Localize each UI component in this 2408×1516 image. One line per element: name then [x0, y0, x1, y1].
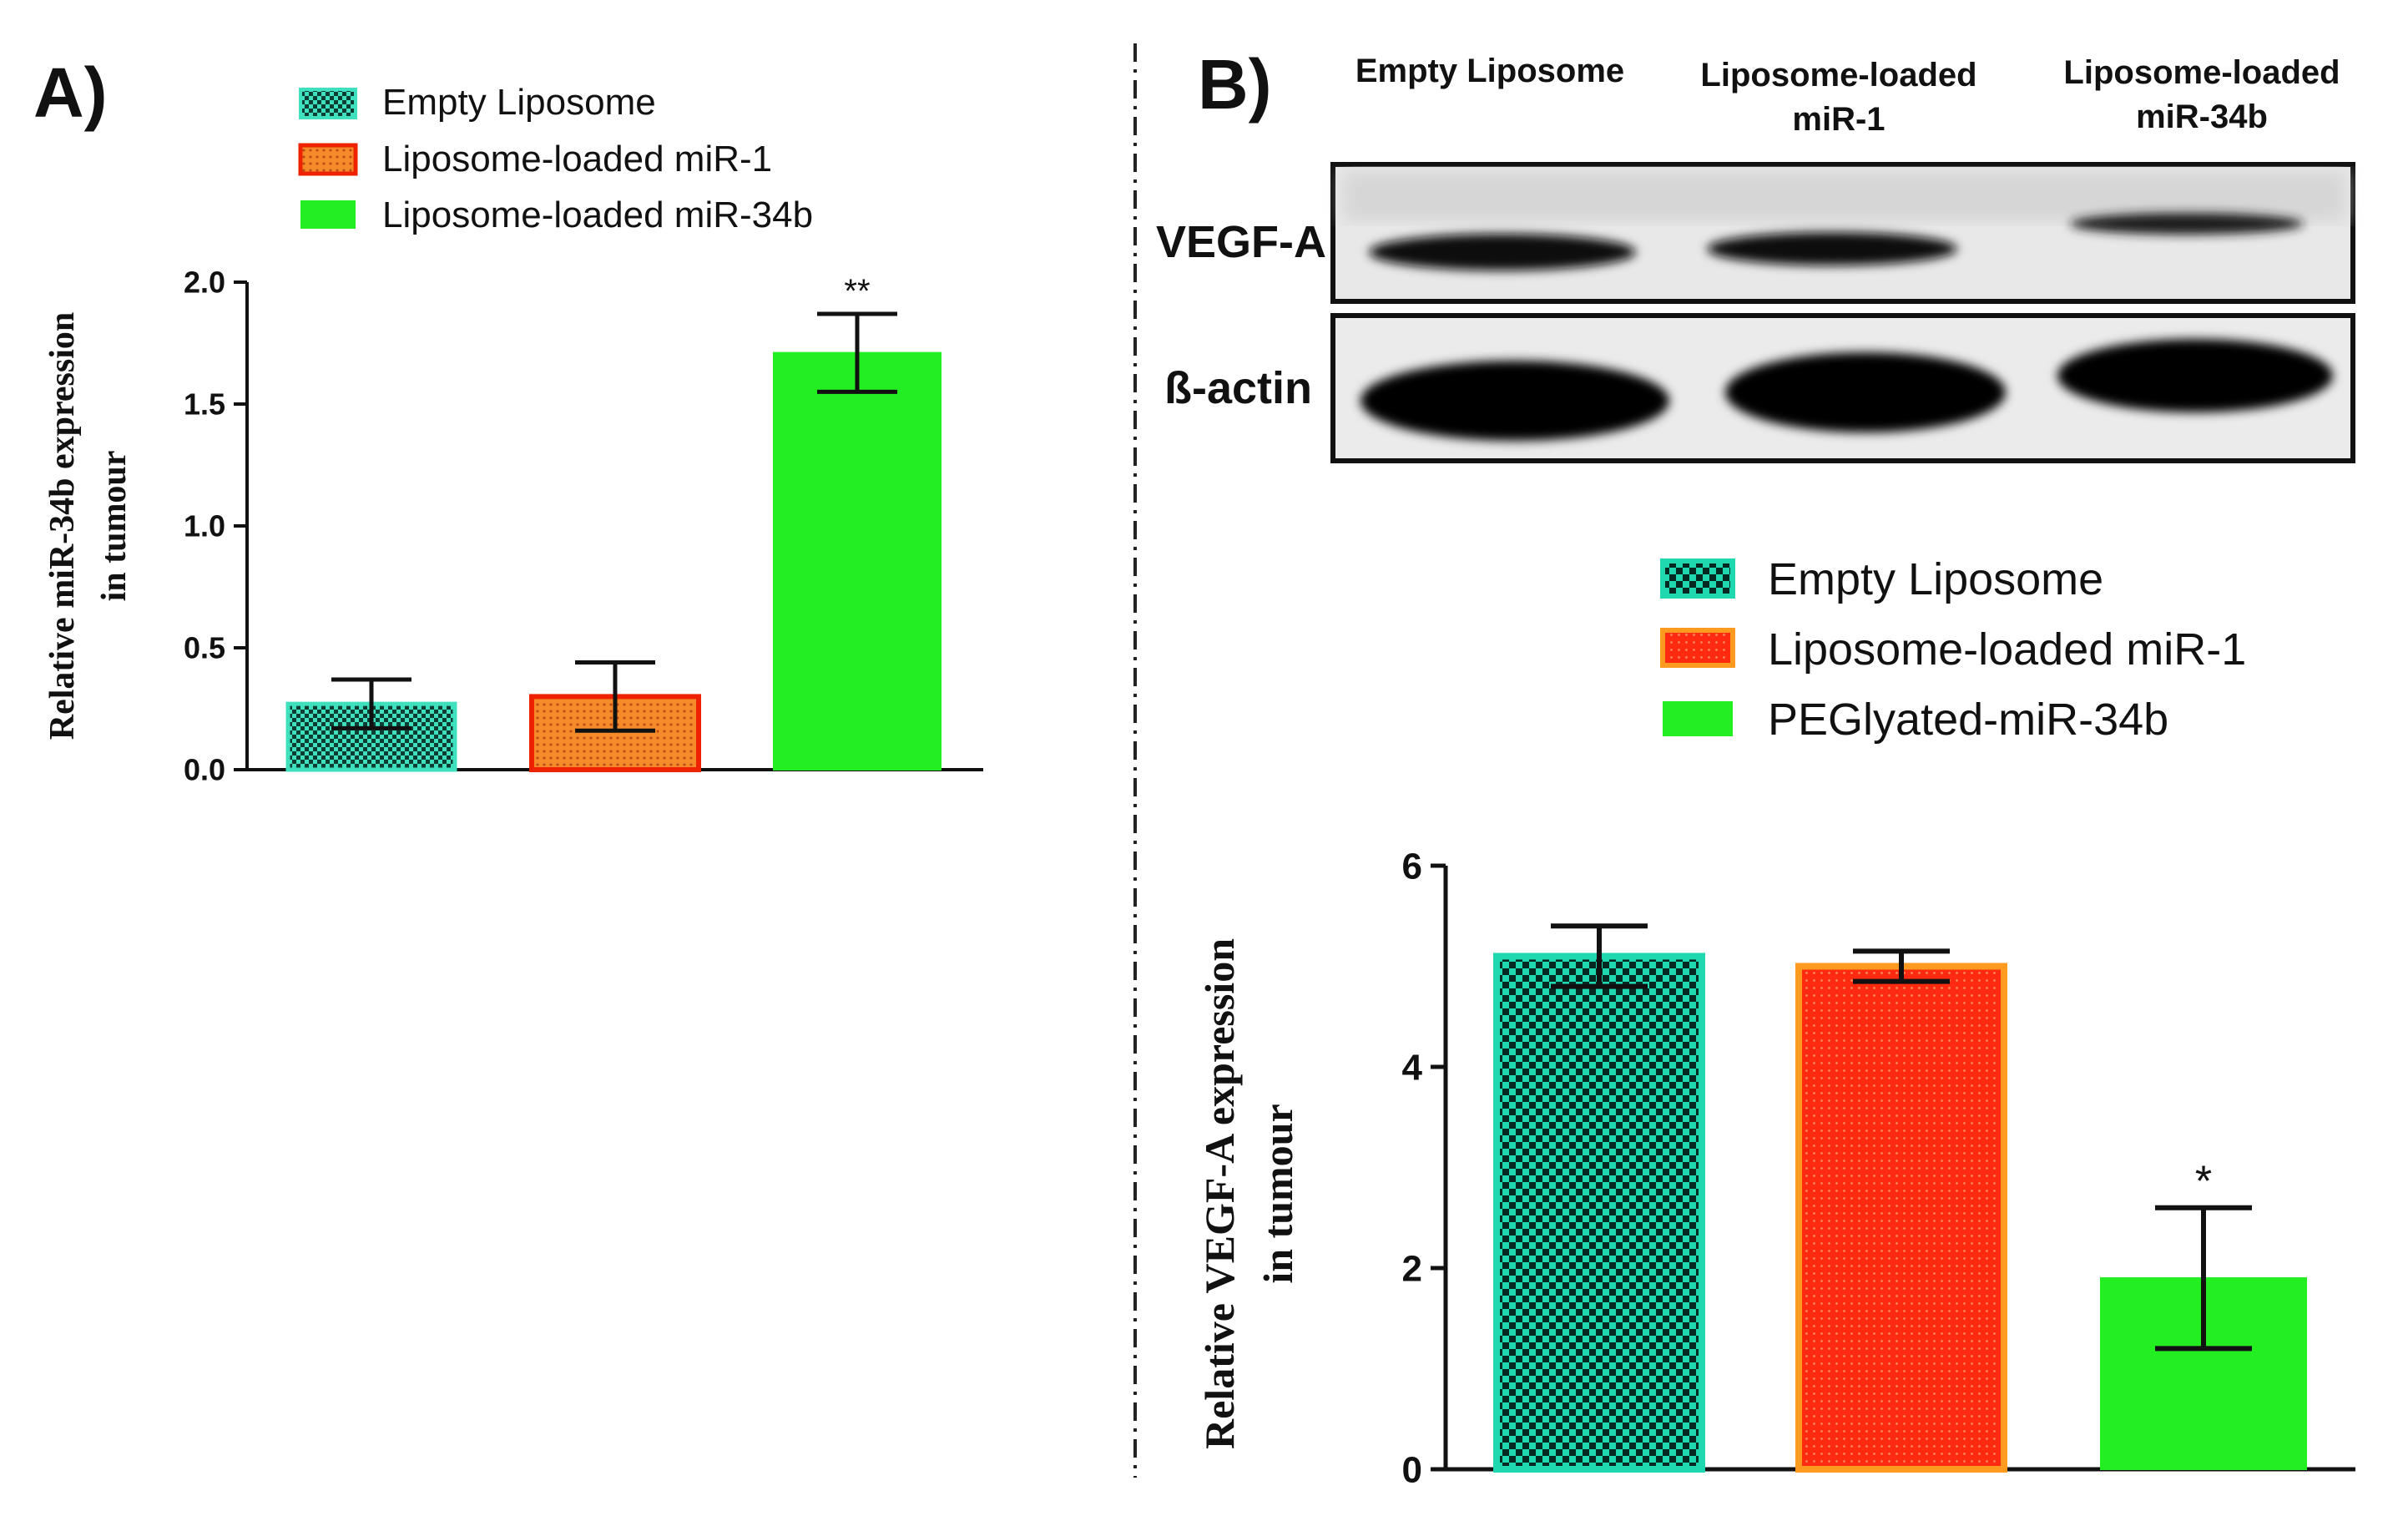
panel-b-legend: Empty Liposome Liposome-loaded miR-1 PEG… — [1660, 554, 2246, 745]
y-tick-label-1: 2 — [1402, 1248, 1422, 1289]
panel-a-y-axis-title: Relative miR-34b expression in tumour — [43, 312, 134, 740]
legend-swatch-b-empty-liposome — [1660, 558, 1735, 599]
actin-band-lane-1 — [1360, 361, 1669, 441]
bar-2 — [1795, 963, 2007, 1473]
legend-swatch-b-peg-mir-34b — [1663, 701, 1733, 736]
y-tick-label-3: 6 — [1402, 846, 1422, 887]
vegf-band-lane-2 — [1707, 232, 1957, 265]
legend-swatch-empty-liposome — [299, 88, 357, 119]
blot-row-label-vegf-a: VEGF-A — [1156, 217, 1326, 267]
legend-label-mir-34b: Liposome-loaded miR-34b — [382, 195, 813, 235]
y-tick-label-0: 0.0 — [184, 753, 225, 787]
panel-b: B) Empty Liposome Liposome-loaded miR-1 … — [1156, 45, 2355, 1490]
legend-label-b-empty-liposome: Empty Liposome — [1768, 554, 2103, 604]
blot-lane-label-1: Empty Liposome — [1355, 53, 1624, 89]
bar-1 — [1493, 953, 1705, 1473]
panel-b-bar-chart: 0 2 4 6 * — [1402, 846, 2355, 1490]
y-tick-label-0: 0 — [1402, 1449, 1422, 1490]
actin-band-lane-3 — [2057, 339, 2333, 412]
significance-label-3: ** — [844, 273, 870, 310]
panel-a-legend: Empty Liposome Liposome-loaded miR-1 Lip… — [298, 82, 813, 235]
western-blot: Empty Liposome Liposome-loaded miR-1 Lip… — [1156, 53, 2355, 463]
legend-label-b-peg-mir-34b: PEGlyated-miR-34b — [1768, 695, 2168, 745]
panel-b-label: B) — [1198, 45, 1272, 124]
legend-label-mir-1: Liposome-loaded miR-1 — [382, 139, 772, 179]
y-axis-title-line-1: Relative miR-34b expression — [43, 312, 82, 740]
panel-b-y-axis-title: Relative VEGF-A expression in tumour — [1196, 938, 1301, 1449]
bar-3 — [773, 351, 941, 771]
b-y-axis-title-line-1: Relative VEGF-A expression — [1196, 938, 1243, 1449]
y-axis-title-line-2: in tumour — [95, 451, 134, 602]
y-tick-label-4: 2.0 — [184, 265, 225, 300]
legend-swatch-mir-1 — [298, 143, 358, 176]
y-tick-label-3: 1.5 — [184, 387, 225, 422]
blot-row-label-beta-actin: ß-actin — [1164, 363, 1312, 413]
b-y-axis-title-line-2: in tumour — [1254, 1104, 1301, 1283]
panel-a-bar-chart: 0.0 0.5 1.0 1.5 2.0 ** — [184, 265, 983, 787]
blot-lane-label-3b: miR-34b — [2136, 99, 2268, 135]
y-tick-label-1: 0.5 — [184, 631, 225, 665]
blot-lane-label-3a: Liposome-loaded — [2063, 54, 2340, 91]
vegf-band-lane-1 — [1369, 234, 1636, 270]
blot-lane-label-2b: miR-1 — [1792, 101, 1885, 138]
panel-a-label: A) — [33, 53, 108, 132]
vegf-band-lane-3 — [2070, 213, 2304, 235]
y-tick-label-2: 1.0 — [184, 509, 225, 543]
actin-band-lane-2 — [1725, 352, 2006, 432]
significance-label-3: * — [2195, 1158, 2212, 1206]
panel-a: A) Empty Liposome Liposome-loaded miR-1 … — [33, 53, 983, 787]
legend-swatch-b-mir-1 — [1660, 628, 1735, 668]
legend-label-empty-liposome: Empty Liposome — [382, 82, 656, 123]
blot-lane-label-2a: Liposome-loaded — [1700, 57, 1976, 93]
legend-swatch-mir-34b — [300, 200, 356, 229]
y-tick-label-2: 4 — [1402, 1047, 1423, 1088]
legend-label-b-mir-1: Liposome-loaded miR-1 — [1768, 624, 2246, 675]
